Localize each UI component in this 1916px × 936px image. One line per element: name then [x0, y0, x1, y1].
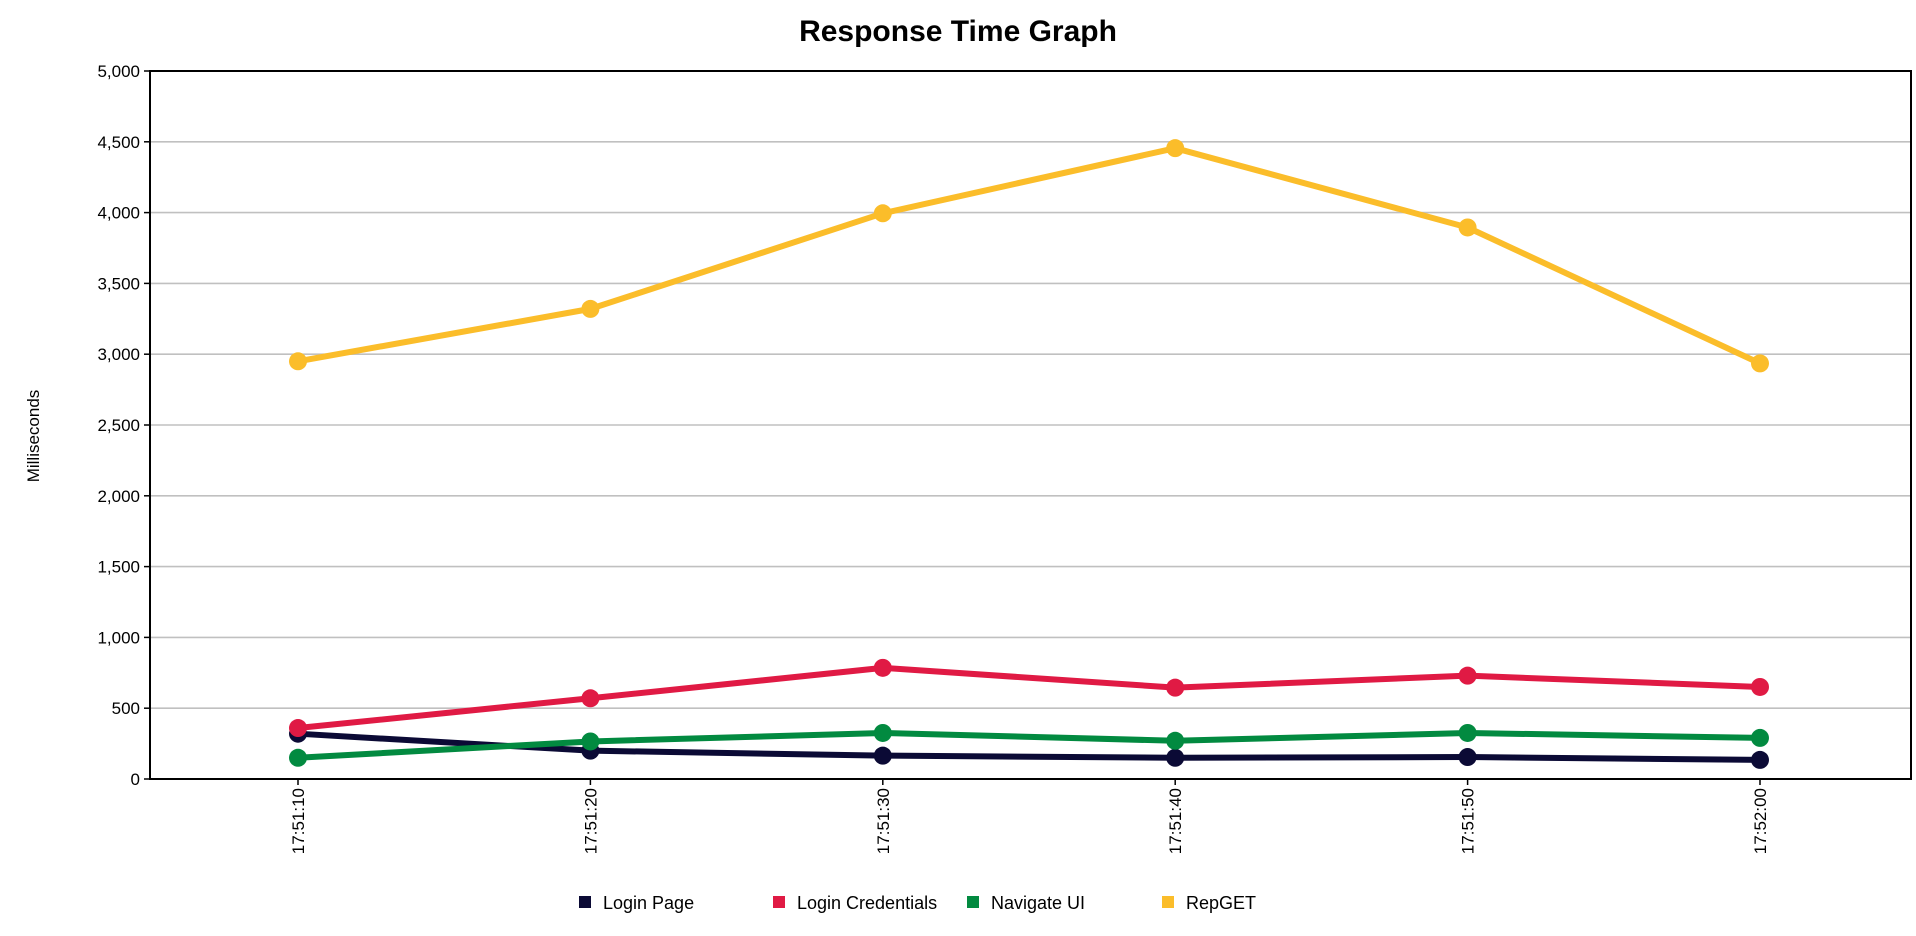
x-tick-label: 17:51:40 — [1166, 788, 1185, 854]
data-point — [1458, 748, 1477, 767]
x-tick-label: 17:51:50 — [1459, 788, 1478, 854]
legend-label: Navigate UI — [991, 893, 1085, 913]
x-tick-label: 17:52:00 — [1751, 788, 1770, 854]
series-lines — [295, 145, 1763, 763]
data-point — [873, 204, 892, 223]
series-line — [295, 730, 1763, 763]
y-tick-label: 3,000 — [97, 345, 140, 364]
legend-swatch — [773, 896, 785, 908]
data-point — [289, 719, 307, 738]
y-tick-label: 0 — [131, 770, 140, 789]
data-point — [1751, 728, 1769, 747]
plot-area-frame — [149, 70, 1912, 780]
data-point — [1751, 354, 1769, 373]
y-axis-label: Milliseconds — [24, 390, 43, 483]
data-point — [1751, 677, 1769, 696]
y-tick-label: 1,000 — [97, 628, 140, 647]
data-point — [1166, 731, 1185, 750]
y-tick-label: 4,500 — [97, 133, 140, 152]
x-tick-label: 17:51:10 — [289, 788, 308, 854]
legend-label: Login Credentials — [797, 893, 937, 913]
data-point — [1166, 139, 1185, 158]
y-tick-label: 1,500 — [97, 558, 140, 577]
data-point — [1458, 723, 1477, 742]
legend-label: Login Page — [603, 893, 694, 913]
data-point — [873, 723, 892, 742]
series-points — [289, 139, 1769, 769]
legend-swatch — [579, 896, 591, 908]
data-point — [1166, 678, 1185, 697]
y-tick-label: 500 — [112, 699, 140, 718]
y-tick-label: 2,000 — [97, 487, 140, 506]
data-point — [581, 299, 600, 318]
y-tick-label: 4,000 — [97, 204, 140, 223]
data-point — [1751, 750, 1769, 769]
y-tick-label: 3,500 — [97, 274, 140, 293]
series-line — [295, 145, 1763, 367]
data-point — [581, 732, 600, 751]
series-line — [295, 664, 1763, 732]
legend-swatch — [1162, 896, 1174, 908]
x-axis-ticks: 17:51:10 17:51:20 17:51:30 17:51:40 17:51:50… — [289, 779, 1770, 854]
y-axis-ticks: 0 500 1,000 1,500 2,000 2,500 3,000 3,500 4,000 4… — [97, 62, 150, 789]
y-tick-label: 2,500 — [97, 416, 140, 435]
legend-label: RepGET — [1186, 893, 1256, 913]
legend: Login Page Login Credentials Navigate UI Re… — [579, 893, 1256, 913]
data-point — [289, 748, 307, 767]
gridlines — [150, 141, 1911, 710]
data-point — [289, 352, 307, 371]
data-point — [873, 746, 892, 765]
data-point — [1458, 666, 1477, 685]
y-tick-label: 5,000 — [97, 62, 140, 81]
data-point — [873, 658, 892, 677]
data-point — [1458, 218, 1477, 237]
data-point — [1166, 748, 1185, 767]
legend-swatch — [967, 896, 979, 908]
x-tick-label: 17:51:30 — [874, 788, 893, 854]
chart-title: Response Time Graph — [799, 15, 1117, 48]
x-tick-label: 17:51:20 — [581, 788, 600, 854]
series-line — [295, 729, 1763, 761]
data-point — [581, 689, 600, 708]
